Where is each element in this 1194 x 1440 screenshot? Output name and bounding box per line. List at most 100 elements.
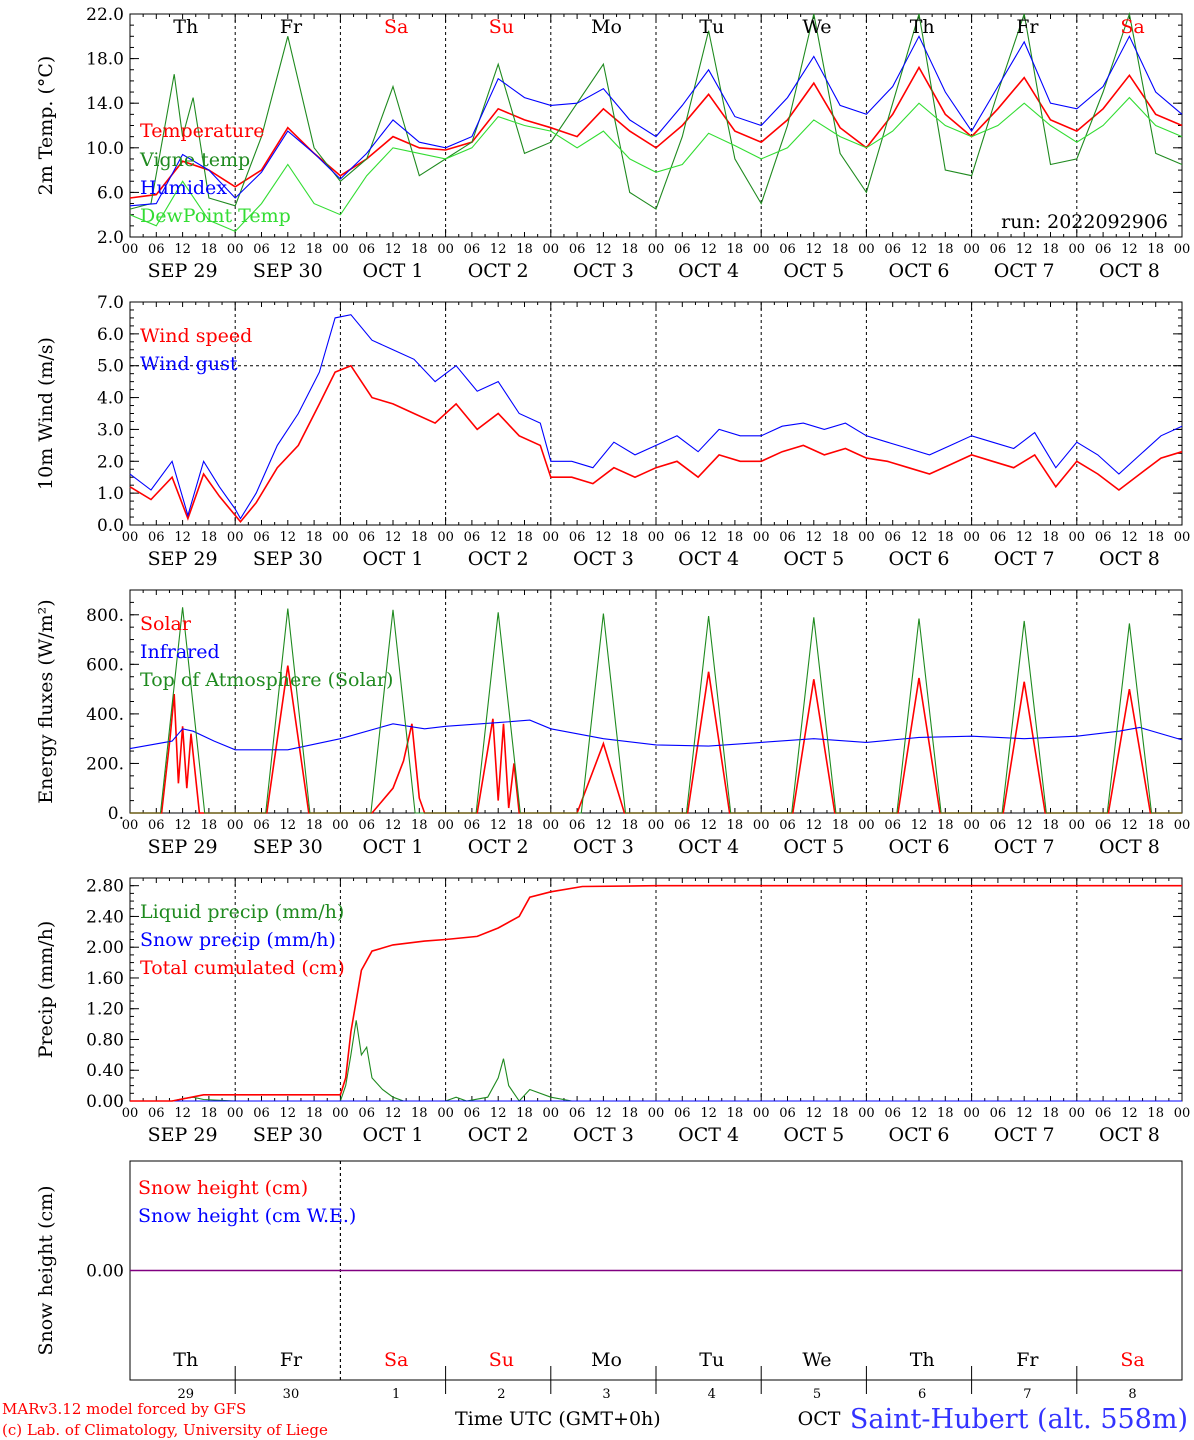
panel-2: 0.0 1.0 2.0 3.0 4.0 5.0 6.0 7.0 10m Wind (m/s) Wi… xyxy=(35,293,1190,570)
hour-tick-label: 00 xyxy=(437,530,454,545)
hour-tick-label: 12 xyxy=(490,530,507,545)
hour-tick-label: 06 xyxy=(779,818,796,833)
hour-tick-label: 06 xyxy=(464,1106,481,1121)
weekday-label: Mo xyxy=(591,16,622,38)
hour-tick-label: 06 xyxy=(569,1106,586,1121)
hour-tick-label: 12 xyxy=(385,818,402,833)
y-tick-label: 7.0 xyxy=(97,293,124,313)
hour-tick-label: 12 xyxy=(174,1106,191,1121)
series-line-dewpoint-temp xyxy=(129,96,1183,233)
panel-5: 0.00 Snow height (cm) Snow height (cm) Snow… xyxy=(35,1160,1183,1430)
hour-tick-label: 00 xyxy=(122,530,139,545)
y-axis-label: 10m Wind (m/s) xyxy=(35,337,57,490)
weekday-label: Su xyxy=(489,16,514,38)
y-axis-label: Precip (mm/h) xyxy=(35,921,57,1059)
hour-tick-label: 18 xyxy=(411,530,428,545)
date-label: OCT 4 xyxy=(678,260,739,282)
legend-entry: Wind gust xyxy=(140,353,238,375)
y-tick-label: 2.0 xyxy=(97,228,124,248)
hour-tick-label: 12 xyxy=(490,242,507,257)
panel-3: 0. 200. 400. 600. 800. Energy fluxes (W/m²) So… xyxy=(35,589,1190,858)
hour-tick-label: 06 xyxy=(253,242,270,257)
hour-tick-label: 06 xyxy=(990,242,1007,257)
day-number-label: 8 xyxy=(1128,1387,1136,1402)
legend-entry: Liquid precip (mm/h) xyxy=(140,901,344,923)
hour-tick-label: 18 xyxy=(1147,818,1164,833)
date-label: OCT 6 xyxy=(889,260,950,282)
hour-tick-label: 12 xyxy=(280,818,297,833)
date-label: OCT 7 xyxy=(994,836,1055,858)
hour-tick-label: 12 xyxy=(911,818,928,833)
hour-tick-label: 06 xyxy=(253,530,270,545)
legend-entry: Top of Atmosphere (Solar) xyxy=(140,669,393,691)
hour-tick-label: 18 xyxy=(621,818,638,833)
y-tick-label: 0.00 xyxy=(86,1262,124,1282)
hour-tick-label: 00 xyxy=(753,530,770,545)
hour-tick-label: 12 xyxy=(911,1106,928,1121)
date-label: SEP 29 xyxy=(148,836,218,858)
hour-tick-label: 00 xyxy=(858,242,875,257)
panel-frame xyxy=(129,301,1183,526)
weekday-label: Sa xyxy=(1120,1349,1144,1371)
hour-tick-label: 00 xyxy=(648,530,665,545)
hour-tick-label: 12 xyxy=(174,530,191,545)
date-label: OCT 2 xyxy=(468,1124,529,1146)
hour-tick-label: 12 xyxy=(700,1106,717,1121)
hour-tick-label: 18 xyxy=(937,530,954,545)
hour-tick-label: 12 xyxy=(1121,818,1138,833)
date-label: OCT 3 xyxy=(573,260,634,282)
hour-tick-label: 00 xyxy=(122,1106,139,1121)
chart-panels: 2.06.010.014.018.022.02m Temp. (°C) Tempe… xyxy=(35,5,1190,1430)
panel-1: 2.0 6.0 10.0 14.0 18.0 22.0 2m Temp. (°C) Tempe… xyxy=(35,5,1190,282)
hour-tick-label: 12 xyxy=(595,1106,612,1121)
hour-tick-label: 06 xyxy=(674,1106,691,1121)
hour-tick-label: 00 xyxy=(1069,1106,1086,1121)
hour-tick-label: 00 xyxy=(753,1106,770,1121)
legend-entry: Snow height (cm) xyxy=(138,1177,308,1199)
hour-tick-label: 00 xyxy=(227,242,244,257)
hour-tick-label: 12 xyxy=(806,242,823,257)
hour-tick-label: 00 xyxy=(543,818,560,833)
hour-tick-label: 12 xyxy=(174,818,191,833)
date-label: OCT 8 xyxy=(1099,1124,1160,1146)
hour-tick-label: 06 xyxy=(358,530,375,545)
date-label: OCT 2 xyxy=(468,836,529,858)
legend-entry: Wind speed xyxy=(140,325,252,347)
y-tick-label: 200. xyxy=(86,754,124,774)
series-line-vigne-temp xyxy=(129,11,1183,210)
date-label: OCT 3 xyxy=(573,836,634,858)
y-tick-label: 0.0 xyxy=(97,516,124,536)
hour-tick-label: 06 xyxy=(253,818,270,833)
y-tick-label: 400. xyxy=(86,705,124,725)
date-label: OCT 4 xyxy=(678,836,739,858)
y-tick-label: 4.0 xyxy=(97,389,124,409)
hour-tick-label: 18 xyxy=(832,818,849,833)
legend-entry: Infrared xyxy=(140,641,220,663)
hour-tick-label: 12 xyxy=(280,242,297,257)
hour-tick-label: 06 xyxy=(1095,1106,1112,1121)
weekday-label: Fr xyxy=(280,1349,303,1371)
date-label: OCT 3 xyxy=(573,1124,634,1146)
hour-tick-label: 06 xyxy=(1095,818,1112,833)
hour-tick-label: 00 xyxy=(437,818,454,833)
hour-tick-label: 00 xyxy=(1174,1106,1191,1121)
month-label: OCT xyxy=(798,1408,841,1430)
hour-tick-label: 12 xyxy=(385,242,402,257)
y-tick-label: 14.0 xyxy=(86,94,124,114)
hour-tick-label: 06 xyxy=(884,242,901,257)
hour-tick-label: 00 xyxy=(753,818,770,833)
hour-tick-label: 18 xyxy=(621,242,638,257)
date-label: SEP 30 xyxy=(253,836,323,858)
date-label: OCT 4 xyxy=(678,548,739,570)
station-title: Saint-Hubert (alt. 558m) xyxy=(850,1404,1188,1435)
date-label: OCT 7 xyxy=(994,260,1055,282)
y-tick-label: 0.00 xyxy=(86,1092,124,1112)
hour-tick-label: 00 xyxy=(1174,242,1191,257)
hour-tick-label: 18 xyxy=(411,1106,428,1121)
weekday-label: Tu xyxy=(699,16,724,38)
hour-tick-label: 12 xyxy=(595,242,612,257)
hour-tick-label: 00 xyxy=(1069,530,1086,545)
hour-tick-label: 00 xyxy=(963,1106,980,1121)
hour-tick-label: 12 xyxy=(490,1106,507,1121)
y-tick-label: 1.0 xyxy=(97,484,124,504)
